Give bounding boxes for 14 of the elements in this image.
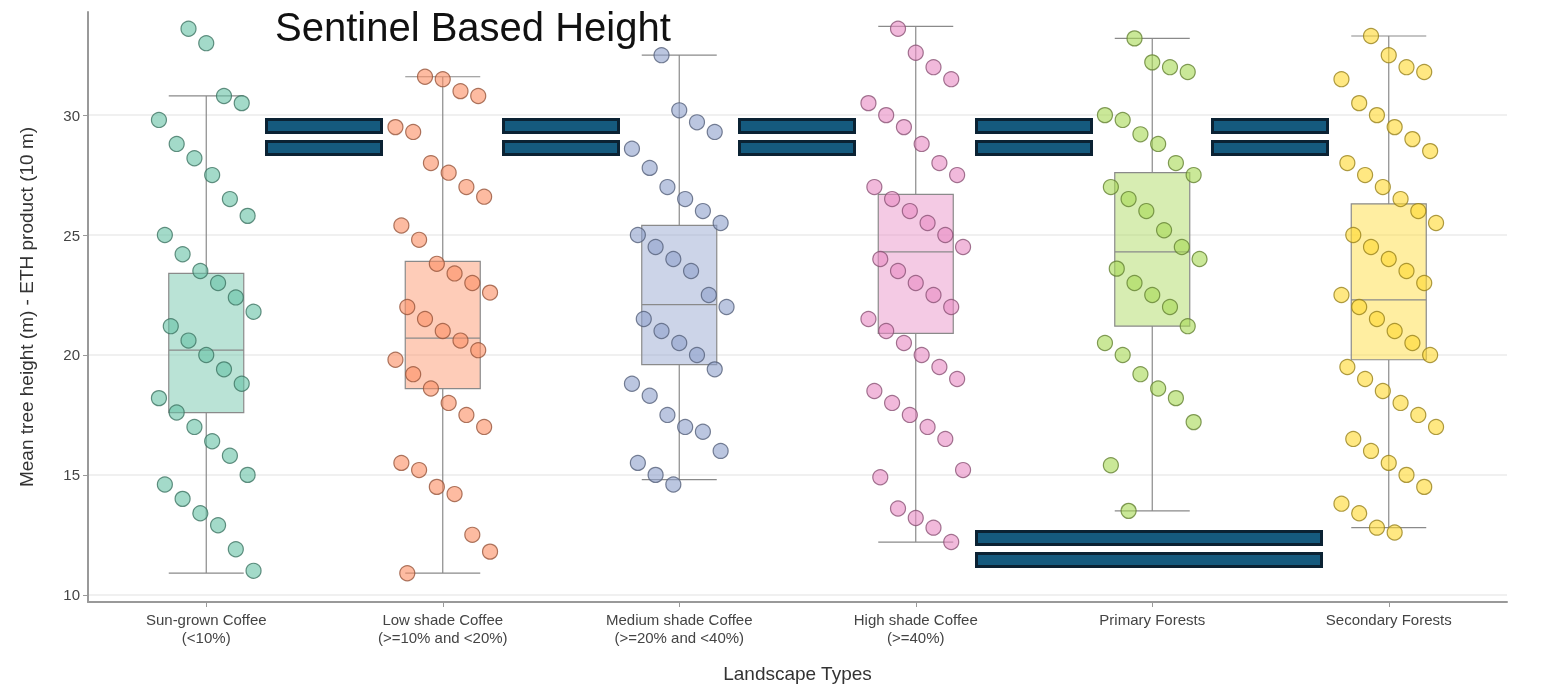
x-tick-label: High shade Coffee (>=40%) [853, 610, 978, 646]
x-tick-label: Medium shade Coffee (>=20% and <40%) [606, 610, 753, 646]
y-tick-label: 15 [63, 466, 80, 484]
x-axis-title: Landscape Types [723, 663, 872, 684]
x-tick-label: Secondary Forests [1325, 610, 1452, 628]
y-axis-title: Mean tree height (m) - ETH product (10 m) [16, 126, 37, 488]
y-tick-label: 10 [63, 586, 80, 604]
chart-title: Sentinel Based Height [275, 5, 671, 49]
y-tick-label: 25 [63, 226, 80, 244]
x-tick-label: Low shade Coffee (>=10% and <20%) [377, 610, 508, 646]
y-tick-label: 30 [63, 106, 80, 124]
x-tick-label: Sun-grown Coffee (<10%) [145, 610, 267, 646]
y-tick-label: 20 [63, 346, 80, 364]
x-tick-label: Primary Forests [1099, 610, 1206, 628]
